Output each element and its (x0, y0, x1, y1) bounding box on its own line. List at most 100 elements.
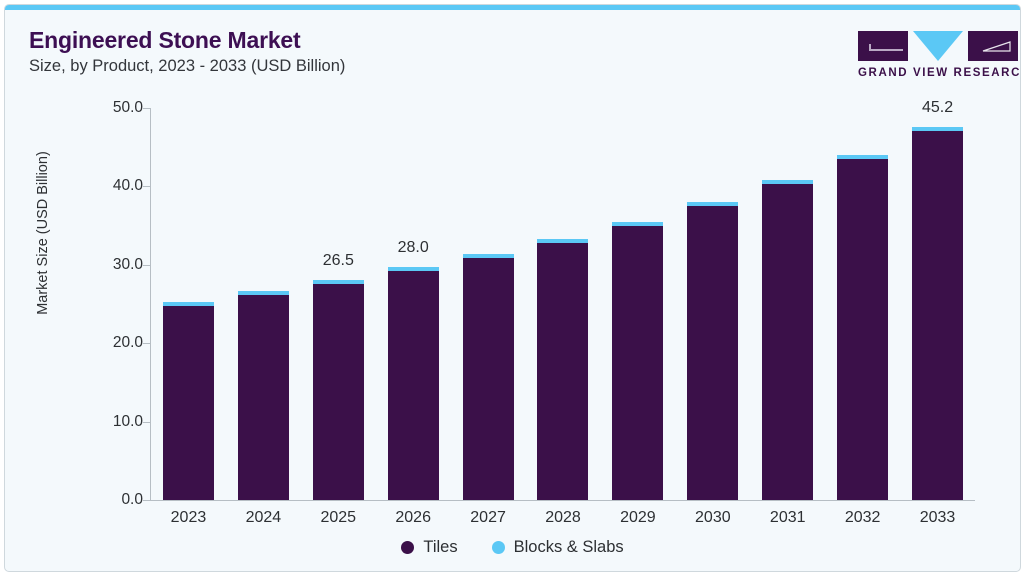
bar-segment-blocks-slabs[interactable] (837, 155, 889, 159)
bar-segment-blocks-slabs[interactable] (762, 180, 814, 185)
legend-item[interactable]: Tiles (401, 538, 458, 557)
y-axis-tick-mark (143, 186, 150, 188)
bar-value-label: 26.5 (322, 251, 354, 269)
bar-column[interactable]: 28.0 (376, 95, 451, 500)
chart-header: Engineered Stone Market Size, by Product… (29, 27, 1000, 89)
y-axis-tick-mark (143, 343, 150, 345)
bar-segment-tiles[interactable] (237, 295, 289, 500)
chart-subtitle: Size, by Product, 2023 - 2033 (USD Billi… (29, 57, 346, 75)
bar-stack[interactable] (762, 180, 814, 500)
x-axis-tick-label: 2024 (245, 509, 282, 526)
chart-legend: Tiles Blocks & Slabs (5, 538, 1020, 557)
x-axis-tick-label: 2029 (620, 509, 656, 526)
logo-box-right-icon (968, 31, 1018, 61)
y-axis-title: Market Size (USD Billion) (35, 151, 51, 315)
y-axis-tick-label: 20.0 (112, 334, 143, 352)
legend-color-swatch-icon (401, 541, 415, 554)
legend-item-label: Tiles (423, 538, 458, 556)
legend-item[interactable]: Blocks & Slabs (491, 538, 624, 557)
x-axis-tick-label: 2026 (395, 509, 431, 526)
bar-column[interactable] (825, 95, 900, 500)
legend-item-label: Blocks & Slabs (513, 538, 624, 556)
y-axis-tick-mark (143, 421, 150, 423)
bar-segment-blocks-slabs[interactable] (687, 202, 739, 206)
y-axis-tick: 30.0 (85, 256, 150, 273)
bar-column[interactable] (151, 95, 226, 500)
x-axis-tick-label: 2032 (844, 509, 881, 526)
bar-segment-blocks-slabs[interactable] (912, 126, 964, 131)
logo-box-left-icon (858, 31, 908, 61)
y-axis-tick: 40.0 (85, 177, 150, 194)
bar-stack[interactable] (537, 238, 589, 500)
logo-arrow-icon (981, 41, 1011, 52)
bar-column[interactable] (226, 95, 301, 500)
bar-series-group: 26.5 28.0 45.2 (151, 95, 975, 500)
bar-column[interactable] (675, 95, 750, 500)
grand-view-research-logo: GRAND VIEW RESEARCH (858, 31, 1021, 79)
y-axis-tick-label: 10.0 (112, 412, 143, 430)
accent-bar (5, 5, 1020, 10)
bar-segment-tiles[interactable] (387, 271, 439, 500)
y-axis-tick-mark (143, 264, 150, 266)
bar-column[interactable] (750, 95, 825, 500)
bar-column[interactable] (526, 95, 601, 500)
bar-stack[interactable] (312, 279, 364, 500)
bar-stack[interactable] (912, 126, 964, 500)
plot-area: Market Size (USD Billion) 0.0 10.0 20.0 30.… (5, 95, 1020, 526)
logo-marks (858, 31, 1018, 61)
bar-segment-tiles[interactable] (537, 242, 589, 500)
logo-down-triangle-icon (913, 31, 963, 61)
x-axis-tick-label: 2031 (769, 509, 806, 526)
bar-stack[interactable] (687, 202, 739, 500)
bar-column[interactable]: 26.5 (301, 95, 376, 500)
legend-color-swatch-icon (491, 541, 505, 554)
x-axis-tick-label: 2023 (170, 509, 207, 526)
bar-segment-tiles[interactable] (612, 225, 664, 500)
y-axis-tick: 20.0 (85, 334, 150, 351)
y-axis-tick: 50.0 (85, 99, 150, 116)
bar-segment-blocks-slabs[interactable] (312, 279, 364, 284)
y-axis-line (150, 108, 151, 500)
y-axis-tick: 10.0 (85, 413, 150, 430)
bar-segment-blocks-slabs[interactable] (612, 221, 664, 226)
bar-segment-tiles[interactable] (837, 158, 889, 500)
y-axis-tick-mark (143, 500, 150, 501)
x-axis-tick-label: 2025 (320, 509, 357, 526)
bar-stack[interactable] (612, 221, 664, 500)
bar-column[interactable]: 45.2 (900, 95, 975, 500)
bar-stack[interactable] (462, 253, 514, 500)
bar-stack[interactable] (237, 291, 289, 500)
bar-segment-tiles[interactable] (312, 283, 364, 500)
x-axis-tick-label: 2027 (470, 509, 506, 526)
y-axis-tick-label: 30.0 (112, 255, 143, 273)
bar-segment-tiles[interactable] (912, 130, 964, 500)
chart-card: Engineered Stone Market Size, by Product… (4, 4, 1021, 572)
bar-segment-blocks-slabs[interactable] (462, 253, 514, 258)
bar-segment-blocks-slabs[interactable] (237, 291, 289, 296)
logo-wordmark: GRAND VIEW RESEARCH (858, 67, 1021, 79)
page-title: Engineered Stone Market (29, 27, 301, 53)
bar-stack[interactable] (387, 267, 439, 500)
bar-segment-tiles[interactable] (687, 206, 739, 500)
y-axis-tick: 0.0 (85, 491, 150, 508)
bar-segment-blocks-slabs[interactable] (162, 301, 214, 306)
bar-column[interactable] (600, 95, 675, 500)
logo-horizontal-rule-icon (869, 49, 903, 51)
bar-value-label: 28.0 (397, 239, 429, 257)
bar-stack[interactable] (837, 155, 889, 500)
y-axis-tick-label: 40.0 (112, 177, 143, 195)
x-axis-tick-label: 2033 (919, 509, 956, 526)
bar-segment-blocks-slabs[interactable] (387, 267, 439, 272)
bar-value-label: 45.2 (921, 98, 954, 116)
bar-segment-tiles[interactable] (162, 305, 214, 500)
bar-segment-tiles[interactable] (762, 184, 814, 500)
bar-segment-tiles[interactable] (462, 257, 514, 500)
bar-stack[interactable] (162, 301, 214, 500)
x-axis-tick-label: 2028 (545, 509, 581, 526)
logo-vertical-tick-icon (869, 44, 871, 51)
bar-column[interactable] (451, 95, 526, 500)
x-axis-tick-label: 2030 (695, 509, 731, 526)
y-axis-tick-label: 0.0 (121, 491, 143, 508)
bar-segment-blocks-slabs[interactable] (537, 238, 589, 243)
x-axis-line (150, 500, 975, 501)
